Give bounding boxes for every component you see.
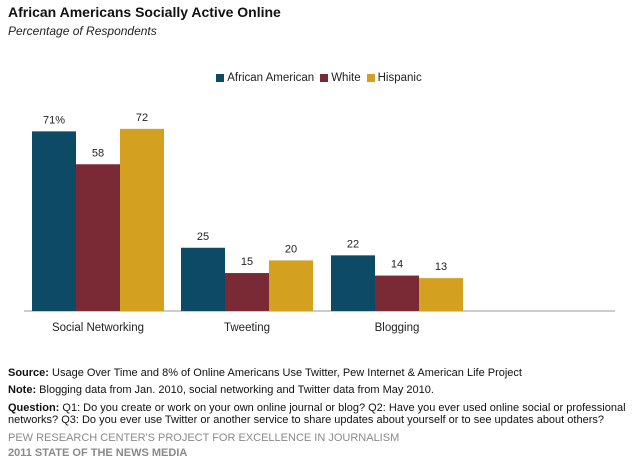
source-label: Source: <box>8 367 49 379</box>
bar-social-networking-white <box>76 164 120 311</box>
chart-title: African Americans Socially Active Online <box>8 4 281 20</box>
note-label: Note: <box>8 384 37 396</box>
data-label-tweeting-african-american: 25 <box>197 231 209 243</box>
question-label: Question: <box>8 402 60 414</box>
chart-legend: African American White Hispanic <box>0 72 638 84</box>
data-label-social-networking-hispanic: 72 <box>136 112 148 124</box>
data-label-tweeting-white: 15 <box>241 256 253 268</box>
legend-item-white: White <box>320 72 361 84</box>
legend-item-hispanic: Hispanic <box>366 72 422 84</box>
chart-subtitle: Percentage of Respondents <box>8 24 157 38</box>
bar-blogging-hispanic <box>419 278 463 311</box>
data-note: Note: Blogging data from Jan. 2010, soci… <box>8 384 628 396</box>
bar-tweeting-white <box>225 273 269 311</box>
bar-tweeting-african-american <box>181 247 225 311</box>
legend-swatch-african-american <box>216 74 225 82</box>
footer-line-1: PEW RESEARCH CENTER'S PROJECT FOR EXCELL… <box>8 432 400 444</box>
category-label-tweeting: Tweeting <box>224 322 270 334</box>
data-label-blogging-african-american: 22 <box>347 238 359 250</box>
data-label-blogging-hispanic: 13 <box>435 261 447 273</box>
question-text: Q1: Do you create or work on your own on… <box>8 402 626 426</box>
note-text: Blogging data from Jan. 2010, social net… <box>36 384 434 396</box>
legend-swatch-white <box>320 74 329 82</box>
category-label-blogging: Blogging <box>375 322 420 334</box>
category-label-social-networking: Social Networking <box>52 322 144 334</box>
bar-blogging-white <box>375 275 419 311</box>
legend-item-african-american: African American <box>216 72 314 84</box>
data-label-social-networking-african-american: 71% <box>43 114 65 126</box>
data-label-social-networking-white: 58 <box>92 147 104 159</box>
bar-social-networking-african-american <box>32 131 76 311</box>
bar-social-networking-hispanic <box>120 128 164 311</box>
source-note: Source: Usage Over Time and 8% of Online… <box>8 367 628 379</box>
legend-label-white: White <box>331 72 361 84</box>
footer-line-2: 2011 STATE OF THE NEWS MEDIA <box>8 447 188 459</box>
data-label-blogging-white: 14 <box>391 259 403 271</box>
bar-tweeting-hispanic <box>269 260 313 311</box>
legend-label-african-american: African American <box>227 72 315 84</box>
bar-blogging-african-american <box>331 255 375 311</box>
data-label-tweeting-hispanic: 20 <box>285 243 297 255</box>
source-text: Usage Over Time and 8% of Online America… <box>48 367 522 379</box>
legend-swatch-hispanic <box>366 74 375 82</box>
legend-label-hispanic: Hispanic <box>377 72 422 84</box>
question-note: Question: Q1: Do you create or work on y… <box>8 402 628 426</box>
